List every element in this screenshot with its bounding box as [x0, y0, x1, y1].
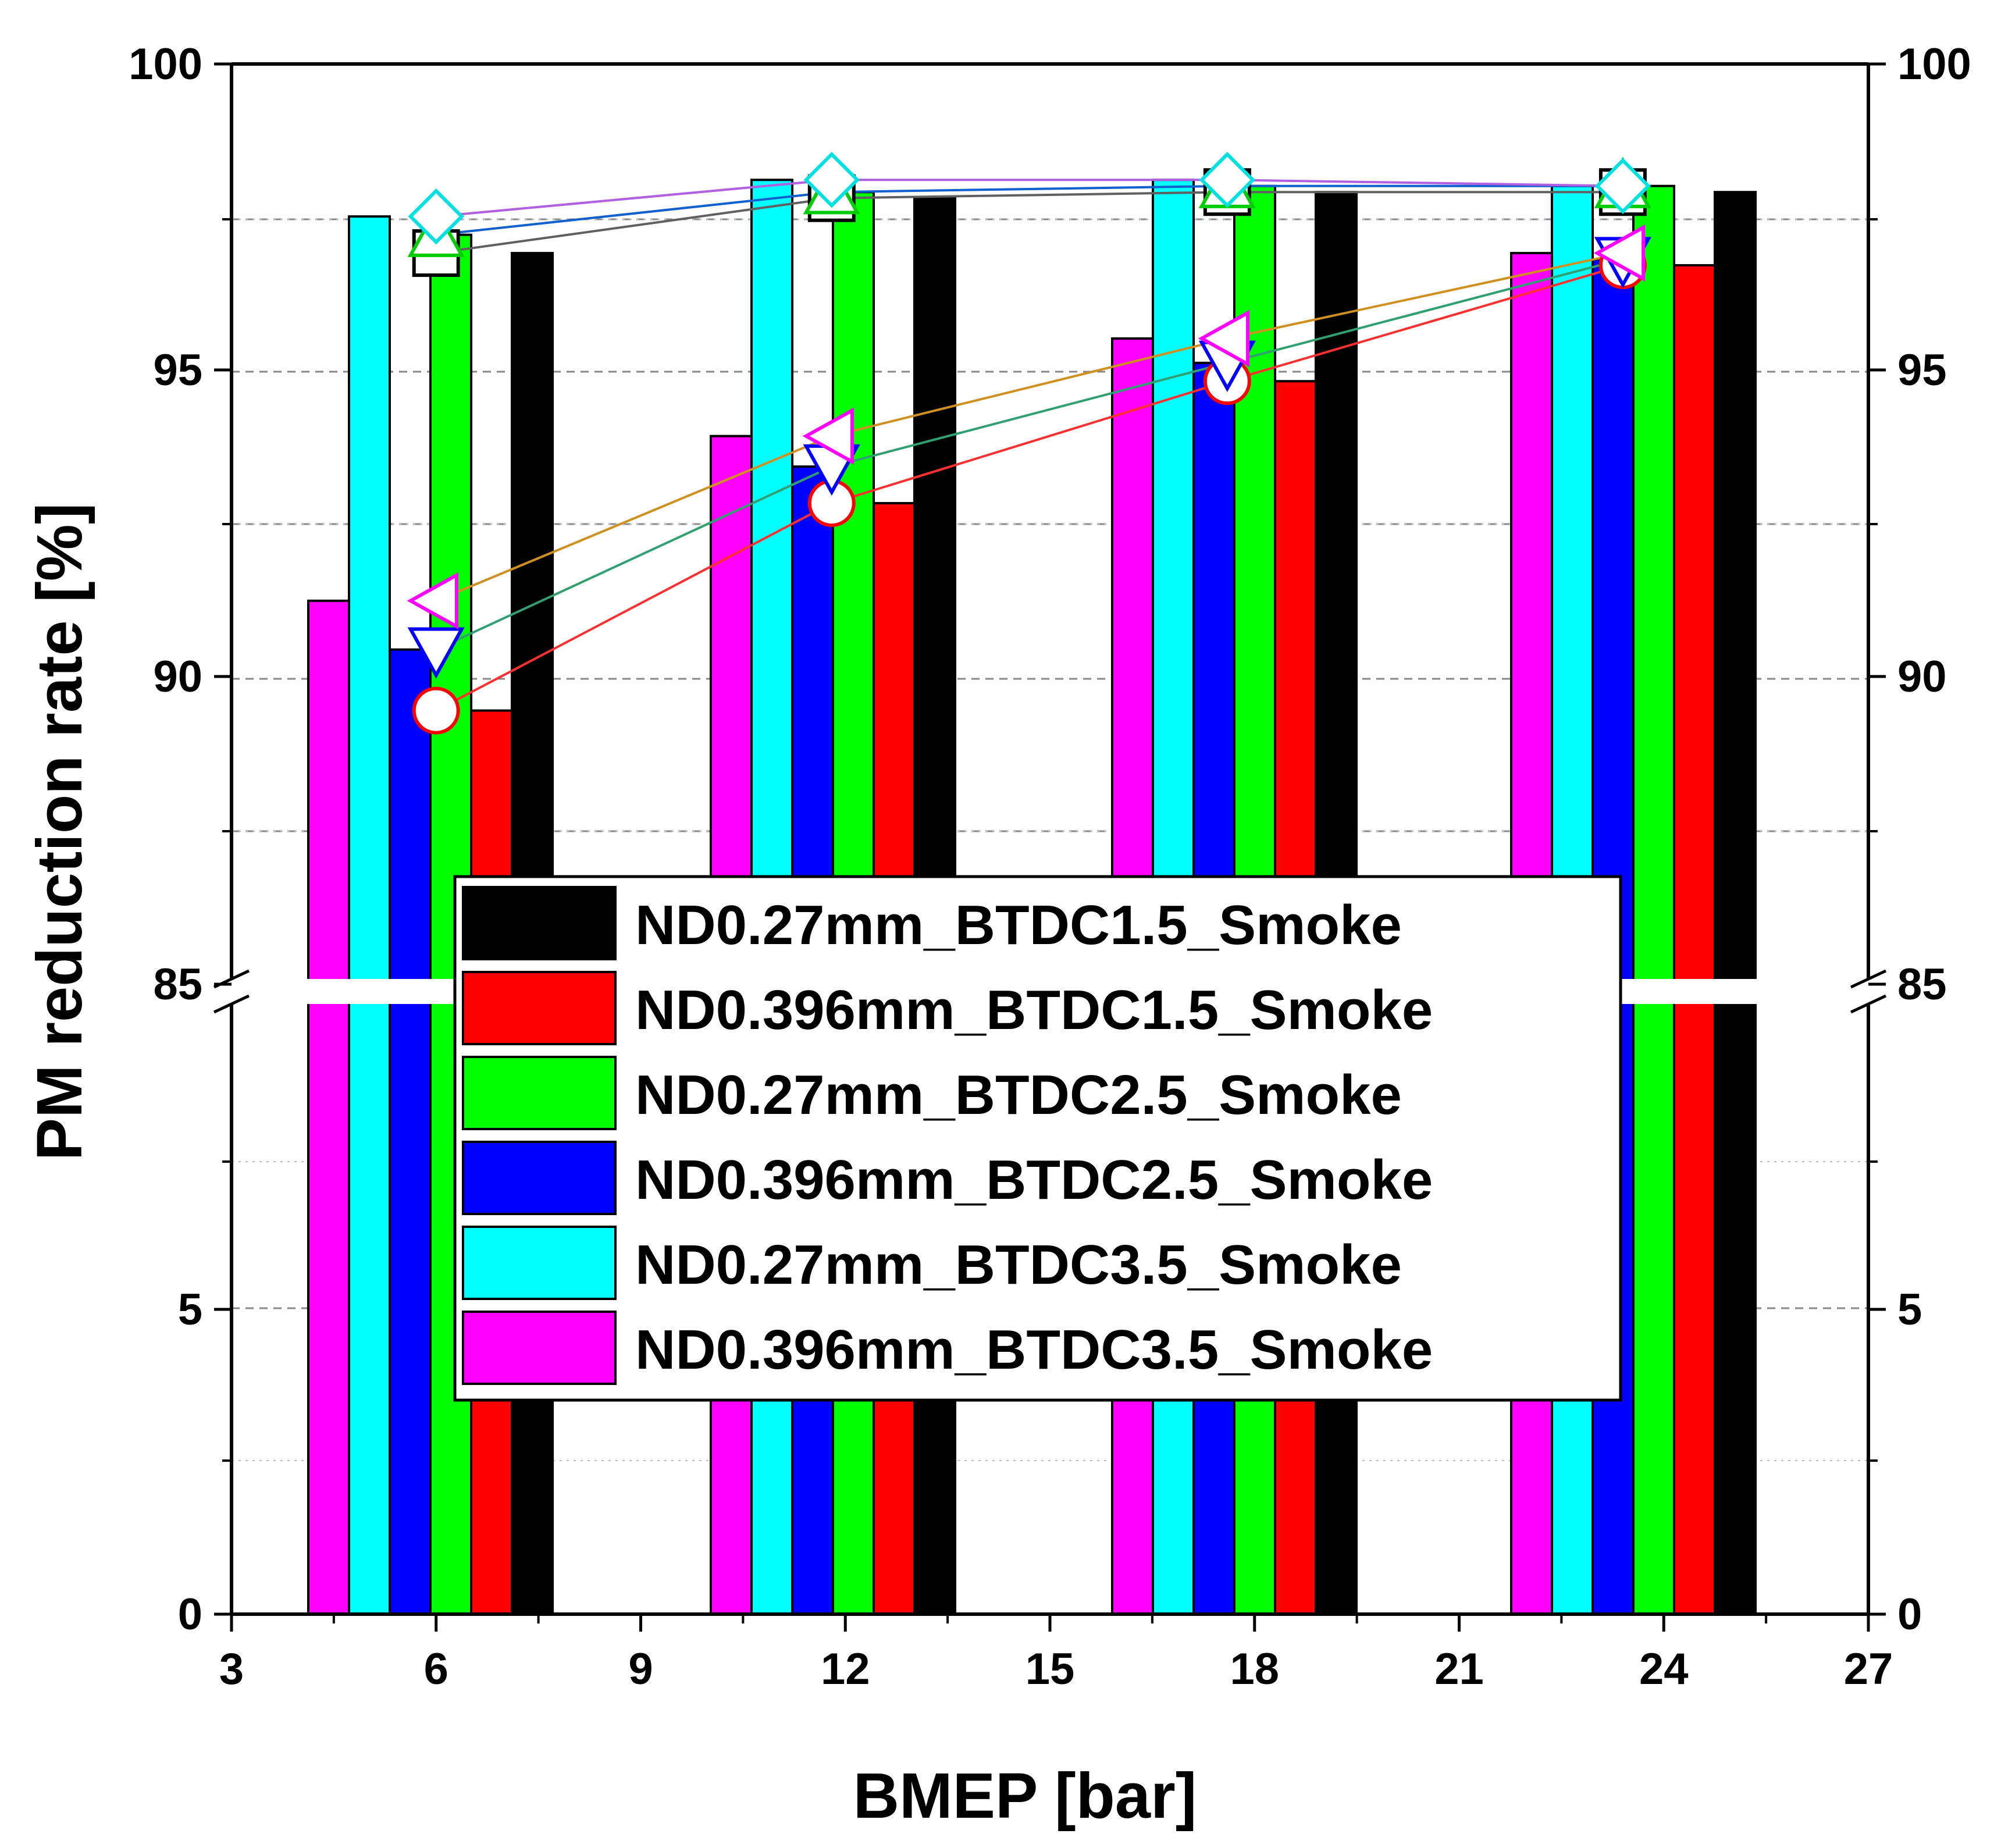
legend-label-ND0.396mm_BTDC1.5_Smoke: ND0.396mm_BTDC1.5_Smoke [635, 979, 1433, 1041]
line-ND0.396mm_BTDC3.5_Smoke [435, 252, 1623, 602]
bar-ND0.27mm_BTDC3.5_Smoke-6 [348, 215, 391, 1615]
plot-frame [213, 62, 1887, 1616]
axis-break-mark [213, 994, 250, 1014]
marker-ND0.396mm_BTDC3.5_Smoke-18 [1198, 309, 1250, 367]
bar-ND0.396mm_BTDC3.5_Smoke-6 [307, 599, 350, 1615]
legend-swatch-ND0.396mm_BTDC1.5_Smoke [462, 971, 617, 1045]
x-tick-label: 3 [219, 1644, 244, 1694]
marker-ND0.27mm_BTDC3.5_Smoke-6 [408, 188, 464, 245]
x-tick-label: 12 [821, 1644, 870, 1694]
marker-ND0.27mm_BTDC3.5_Smoke-18 [1199, 152, 1256, 208]
marker-ND0.27mm_BTDC3.5_Smoke-24 [1594, 158, 1651, 214]
x-tick-label: 18 [1230, 1644, 1279, 1694]
y-right-tick-label: 5 [1897, 1285, 1922, 1334]
axis-break-mark [1850, 969, 1887, 989]
line-ND0.27mm_BTDC3.5_Smoke [436, 179, 1623, 218]
marker-ND0.396mm_BTDC3.5_Smoke-12 [802, 407, 854, 465]
y-left-tick-label: 100 [129, 40, 202, 89]
line-ND0.27mm_BTDC1.5_Smoke [436, 191, 1623, 255]
line-ND0.27mm_BTDC2.5_Smoke [436, 184, 1623, 236]
y-left-tick-label: 5 [178, 1285, 202, 1334]
y-left-tick-label: 0 [178, 1590, 202, 1639]
y-right-tick-label: 100 [1897, 40, 1971, 89]
legend-swatch-ND0.396mm_BTDC2.5_Smoke [462, 1141, 617, 1215]
bar-ND0.27mm_BTDC1.5_Smoke-24 [1714, 191, 1757, 1616]
y-left-tick-label: 95 [153, 346, 202, 395]
legend-label-ND0.27mm_BTDC3.5_Smoke: ND0.27mm_BTDC3.5_Smoke [635, 1234, 1402, 1296]
x-tick-label: 21 [1434, 1644, 1484, 1694]
line-series [407, 152, 1651, 735]
y-axis-title: PM reduction rate [%] [24, 503, 95, 1161]
marker-ND0.396mm_BTDC1.5_Smoke-6 [412, 686, 460, 735]
legend-label-ND0.27mm_BTDC2.5_Smoke: ND0.27mm_BTDC2.5_Smoke [635, 1064, 1402, 1126]
x-tick-label: 15 [1026, 1644, 1075, 1694]
line-ND0.396mm_BTDC1.5_Smoke [435, 264, 1623, 712]
line-ND0.396mm_BTDC2.5_Smoke [435, 258, 1623, 651]
marker-ND0.396mm_BTDC2.5_Smoke-6 [407, 627, 465, 679]
legend-swatch-ND0.27mm_BTDC3.5_Smoke [462, 1226, 617, 1300]
marker-ND0.27mm_BTDC3.5_Smoke-12 [803, 152, 860, 208]
bar-ND0.396mm_BTDC1.5_Smoke-24 [1673, 264, 1716, 1615]
legend-label-ND0.396mm_BTDC2.5_Smoke: ND0.396mm_BTDC2.5_Smoke [635, 1149, 1433, 1211]
legend-label-ND0.396mm_BTDC3.5_Smoke: ND0.396mm_BTDC3.5_Smoke [635, 1319, 1433, 1381]
x-tick-label: 6 [424, 1644, 448, 1694]
bar-ND0.27mm_BTDC2.5_Smoke-24 [1632, 184, 1675, 1615]
legend-box [453, 875, 1622, 1402]
x-axis-title: BMEP [bar] [853, 1760, 1197, 1832]
marker-ND0.396mm_BTDC3.5_Smoke-24 [1593, 224, 1646, 282]
marker-ND0.396mm_BTDC3.5_Smoke-6 [407, 572, 458, 629]
legend: ND0.27mm_BTDC1.5_Smoke ND0.396mm_BTDC1.5_… [453, 875, 1622, 1402]
legend-swatch-ND0.27mm_BTDC1.5_Smoke [462, 886, 617, 960]
y-right-tick-label: 95 [1897, 346, 1947, 395]
y-right-tick-label: 85 [1897, 960, 1947, 1009]
legend-label-ND0.27mm_BTDC1.5_Smoke: ND0.27mm_BTDC1.5_Smoke [635, 894, 1402, 956]
legend-swatch-ND0.27mm_BTDC2.5_Smoke [462, 1056, 617, 1130]
legend-swatch-ND0.396mm_BTDC3.5_Smoke [462, 1311, 617, 1385]
axis-break-mark [1850, 994, 1887, 1014]
y-right-tick-label: 0 [1897, 1590, 1922, 1639]
y-left-tick-label: 85 [153, 960, 202, 1009]
x-tick-label: 9 [628, 1644, 653, 1694]
y-left-tick-label: 90 [153, 652, 202, 702]
bar-ND0.396mm_BTDC2.5_Smoke-6 [389, 648, 432, 1615]
x-tick-label: 27 [1844, 1644, 1893, 1694]
x-tick-label: 24 [1639, 1644, 1689, 1694]
y-right-tick-label: 90 [1897, 652, 1947, 702]
